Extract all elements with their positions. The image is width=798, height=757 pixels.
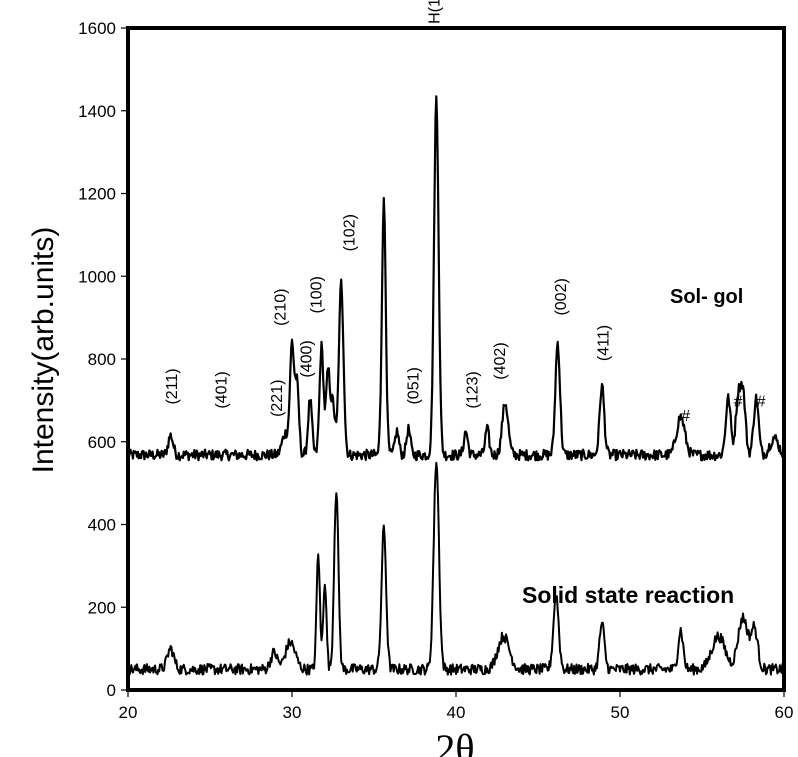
x-tick-label: 20 xyxy=(119,703,138,722)
series-labels: Sol- gol Solid state reaction xyxy=(522,286,743,608)
peak-annotation-hash: # xyxy=(734,394,743,411)
peak-annotations: (211) (401) (221) (210) (400) (100) (102) (051)… xyxy=(164,0,765,425)
y-tick-label: 800 xyxy=(88,350,116,369)
peak-annotation: H(121 xyxy=(427,0,444,24)
series-line-solid-state xyxy=(127,461,785,676)
series-lines xyxy=(126,95,785,676)
y-tick-label: 400 xyxy=(88,516,116,535)
peak-annotation-hash: # xyxy=(681,408,690,425)
peak-annotation: (211) xyxy=(164,368,181,404)
x-tick-label: 50 xyxy=(611,703,630,722)
peak-annotation: (100) xyxy=(309,276,326,313)
peak-annotation: (002) xyxy=(553,278,570,315)
x-axis-label: 2θ xyxy=(435,726,474,757)
series-label-solid-state: Solid state reaction xyxy=(522,582,734,608)
peak-annotation: (411) xyxy=(596,325,613,361)
peak-annotation: (402) xyxy=(492,342,509,379)
peak-annotation: (051) xyxy=(405,367,422,404)
peak-annotation: (400) xyxy=(299,340,316,377)
peak-annotation: (221) xyxy=(269,380,286,417)
y-tick-label: 200 xyxy=(88,598,116,617)
y-tick-label: 0 xyxy=(107,681,116,700)
y-axis-label: Intensity(arb.units) xyxy=(27,227,60,474)
x-tick-label: 40 xyxy=(447,703,466,722)
y-tick-label: 1000 xyxy=(78,267,116,286)
x-tick-label: 30 xyxy=(283,703,302,722)
peak-annotation-hash: # xyxy=(757,394,766,411)
x-tick-label: 60 xyxy=(775,703,794,722)
y-axis-ticks: 0 200 400 600 800 1000 1200 1400 1600 xyxy=(78,19,128,700)
y-tick-label: 600 xyxy=(88,433,116,452)
peak-annotation: (210) xyxy=(272,289,289,326)
peak-annotation: (401) xyxy=(213,371,230,408)
plot-frame xyxy=(126,26,786,692)
x-axis-ticks: 20 30 40 50 60 xyxy=(119,690,794,722)
y-tick-label: 1600 xyxy=(78,19,116,38)
series-label-sol-gol: Sol- gol xyxy=(670,286,743,308)
peak-annotation: (123) xyxy=(464,371,481,408)
peak-annotation: (102) xyxy=(341,214,358,251)
series-line-sol-gol xyxy=(126,95,785,462)
y-tick-label: 1200 xyxy=(78,185,116,204)
y-tick-label: 1400 xyxy=(78,102,116,121)
